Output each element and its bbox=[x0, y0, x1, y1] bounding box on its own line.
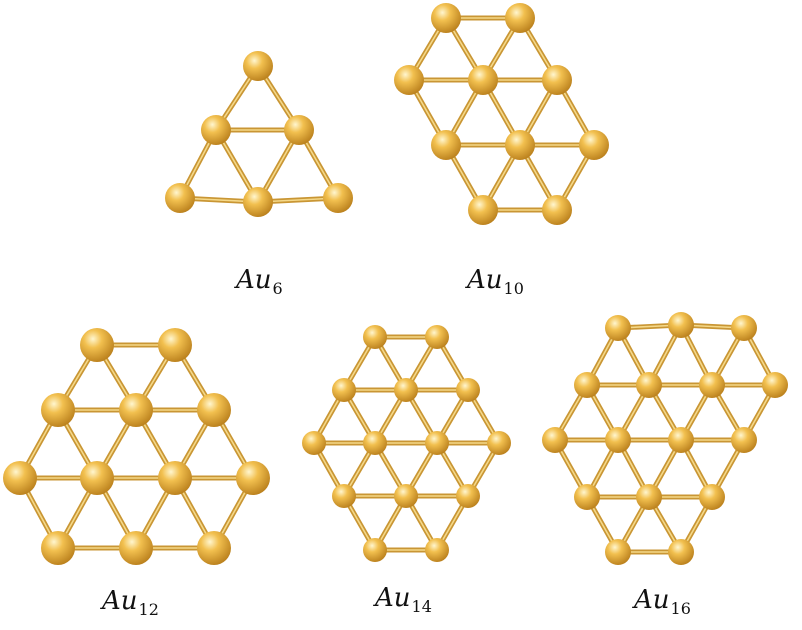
label-au6-element: Au bbox=[236, 265, 272, 295]
label-au14: Au14 bbox=[375, 583, 432, 616]
gold-atom bbox=[605, 315, 631, 341]
label-au16-element: Au bbox=[634, 585, 670, 615]
label-au10-element: Au bbox=[467, 265, 503, 295]
label-au12-element: Au bbox=[102, 586, 138, 616]
gold-atom bbox=[668, 312, 694, 338]
gold-atom bbox=[731, 427, 757, 453]
gold-atom bbox=[762, 372, 788, 398]
gold-atom bbox=[197, 393, 231, 427]
gold-atom bbox=[505, 130, 535, 160]
gold-atom bbox=[119, 531, 153, 565]
gold-atom bbox=[636, 484, 662, 510]
gold-atom bbox=[699, 372, 725, 398]
gold-atom bbox=[332, 484, 356, 508]
gold-atom bbox=[542, 427, 568, 453]
gold-atom bbox=[119, 393, 153, 427]
gold-atom bbox=[323, 183, 353, 213]
gold-atom bbox=[302, 431, 326, 455]
gold-atom bbox=[394, 65, 424, 95]
gold-atom bbox=[363, 431, 387, 455]
gold-atom bbox=[243, 187, 273, 217]
gold-atom bbox=[394, 378, 418, 402]
gold-atom bbox=[165, 183, 195, 213]
gold-atom bbox=[605, 539, 631, 565]
gold-atom bbox=[394, 484, 418, 508]
cluster-au12 bbox=[3, 328, 270, 565]
gold-atom bbox=[456, 484, 480, 508]
gold-atom bbox=[158, 328, 192, 362]
gold-atom bbox=[579, 130, 609, 160]
gold-atom bbox=[668, 427, 694, 453]
gold-atom bbox=[158, 461, 192, 495]
gold-atom bbox=[201, 115, 231, 145]
gold-atom bbox=[80, 328, 114, 362]
gold-atom bbox=[487, 431, 511, 455]
label-au10: Au10 bbox=[467, 265, 524, 298]
gold-atom bbox=[284, 115, 314, 145]
gold-atom bbox=[668, 539, 694, 565]
label-au16-subscript: 16 bbox=[670, 599, 691, 618]
gold-atom bbox=[41, 393, 75, 427]
gold-atom bbox=[80, 461, 114, 495]
cluster-au10 bbox=[394, 3, 609, 225]
gold-atom bbox=[363, 325, 387, 349]
gold-atom bbox=[574, 484, 600, 510]
label-au12-subscript: 12 bbox=[138, 600, 159, 619]
gold-atom bbox=[731, 315, 757, 341]
label-au6: Au6 bbox=[236, 265, 283, 298]
label-au14-subscript: 14 bbox=[411, 597, 432, 616]
gold-atom bbox=[425, 325, 449, 349]
gold-atom bbox=[431, 3, 461, 33]
gold-atom bbox=[3, 461, 37, 495]
gold-atom bbox=[605, 427, 631, 453]
gold-atom bbox=[468, 65, 498, 95]
gold-atom bbox=[243, 51, 273, 81]
gold-atom bbox=[425, 431, 449, 455]
gold-atom bbox=[636, 372, 662, 398]
gold-atom bbox=[236, 461, 270, 495]
label-au16: Au16 bbox=[634, 585, 691, 618]
label-au10-subscript: 10 bbox=[503, 279, 524, 298]
gold-atom bbox=[41, 531, 75, 565]
cluster-au16 bbox=[542, 312, 788, 565]
gold-atom bbox=[542, 195, 572, 225]
gold-atom bbox=[431, 130, 461, 160]
label-au14-element: Au bbox=[375, 583, 411, 613]
gold-atom bbox=[699, 484, 725, 510]
cluster-au6 bbox=[165, 51, 353, 217]
gold-atom bbox=[574, 372, 600, 398]
cluster-au14 bbox=[302, 325, 511, 562]
gold-atom bbox=[542, 65, 572, 95]
gold-atom bbox=[332, 378, 356, 402]
gold-atom bbox=[468, 195, 498, 225]
gold-atom bbox=[456, 378, 480, 402]
gold-atom bbox=[505, 3, 535, 33]
gold-atom bbox=[425, 538, 449, 562]
label-au6-subscript: 6 bbox=[272, 279, 283, 298]
label-au12: Au12 bbox=[102, 586, 159, 619]
gold-atom bbox=[363, 538, 387, 562]
gold-atom bbox=[197, 531, 231, 565]
